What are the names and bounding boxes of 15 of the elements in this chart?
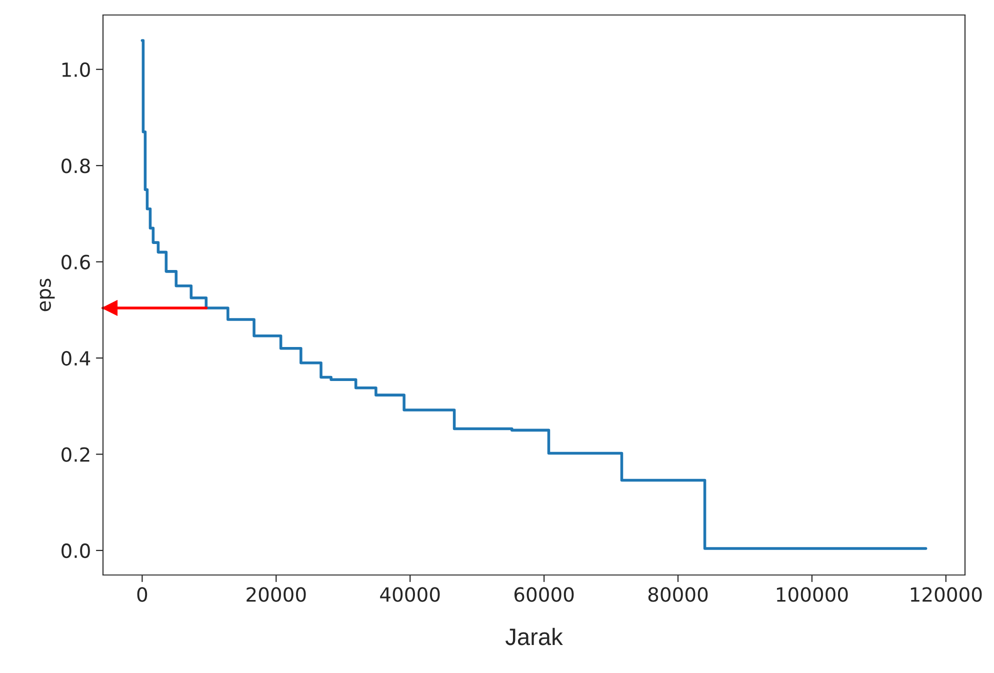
y-tick-label: 0.0 bbox=[62, 543, 90, 558]
y-tick-label: 1.0 bbox=[62, 62, 90, 78]
x-tick-label: 80000 bbox=[648, 587, 708, 602]
x-tick-label: 0 bbox=[137, 587, 148, 602]
y-tick-label: 0.8 bbox=[62, 158, 90, 174]
x-tick-label: 40000 bbox=[380, 587, 440, 602]
y-axis-title: eps bbox=[40, 278, 55, 312]
y-tick-label: 0.6 bbox=[62, 254, 90, 270]
x-tick-label: 120000 bbox=[910, 587, 982, 602]
x-tick-label: 20000 bbox=[246, 587, 306, 602]
x-tick-label: 100000 bbox=[776, 587, 848, 602]
y-tick-label: 0.4 bbox=[62, 350, 90, 366]
x-tick-label: 60000 bbox=[514, 587, 574, 602]
x-axis-title: Jarak bbox=[506, 628, 563, 646]
y-tick-label: 0.2 bbox=[62, 447, 90, 462]
